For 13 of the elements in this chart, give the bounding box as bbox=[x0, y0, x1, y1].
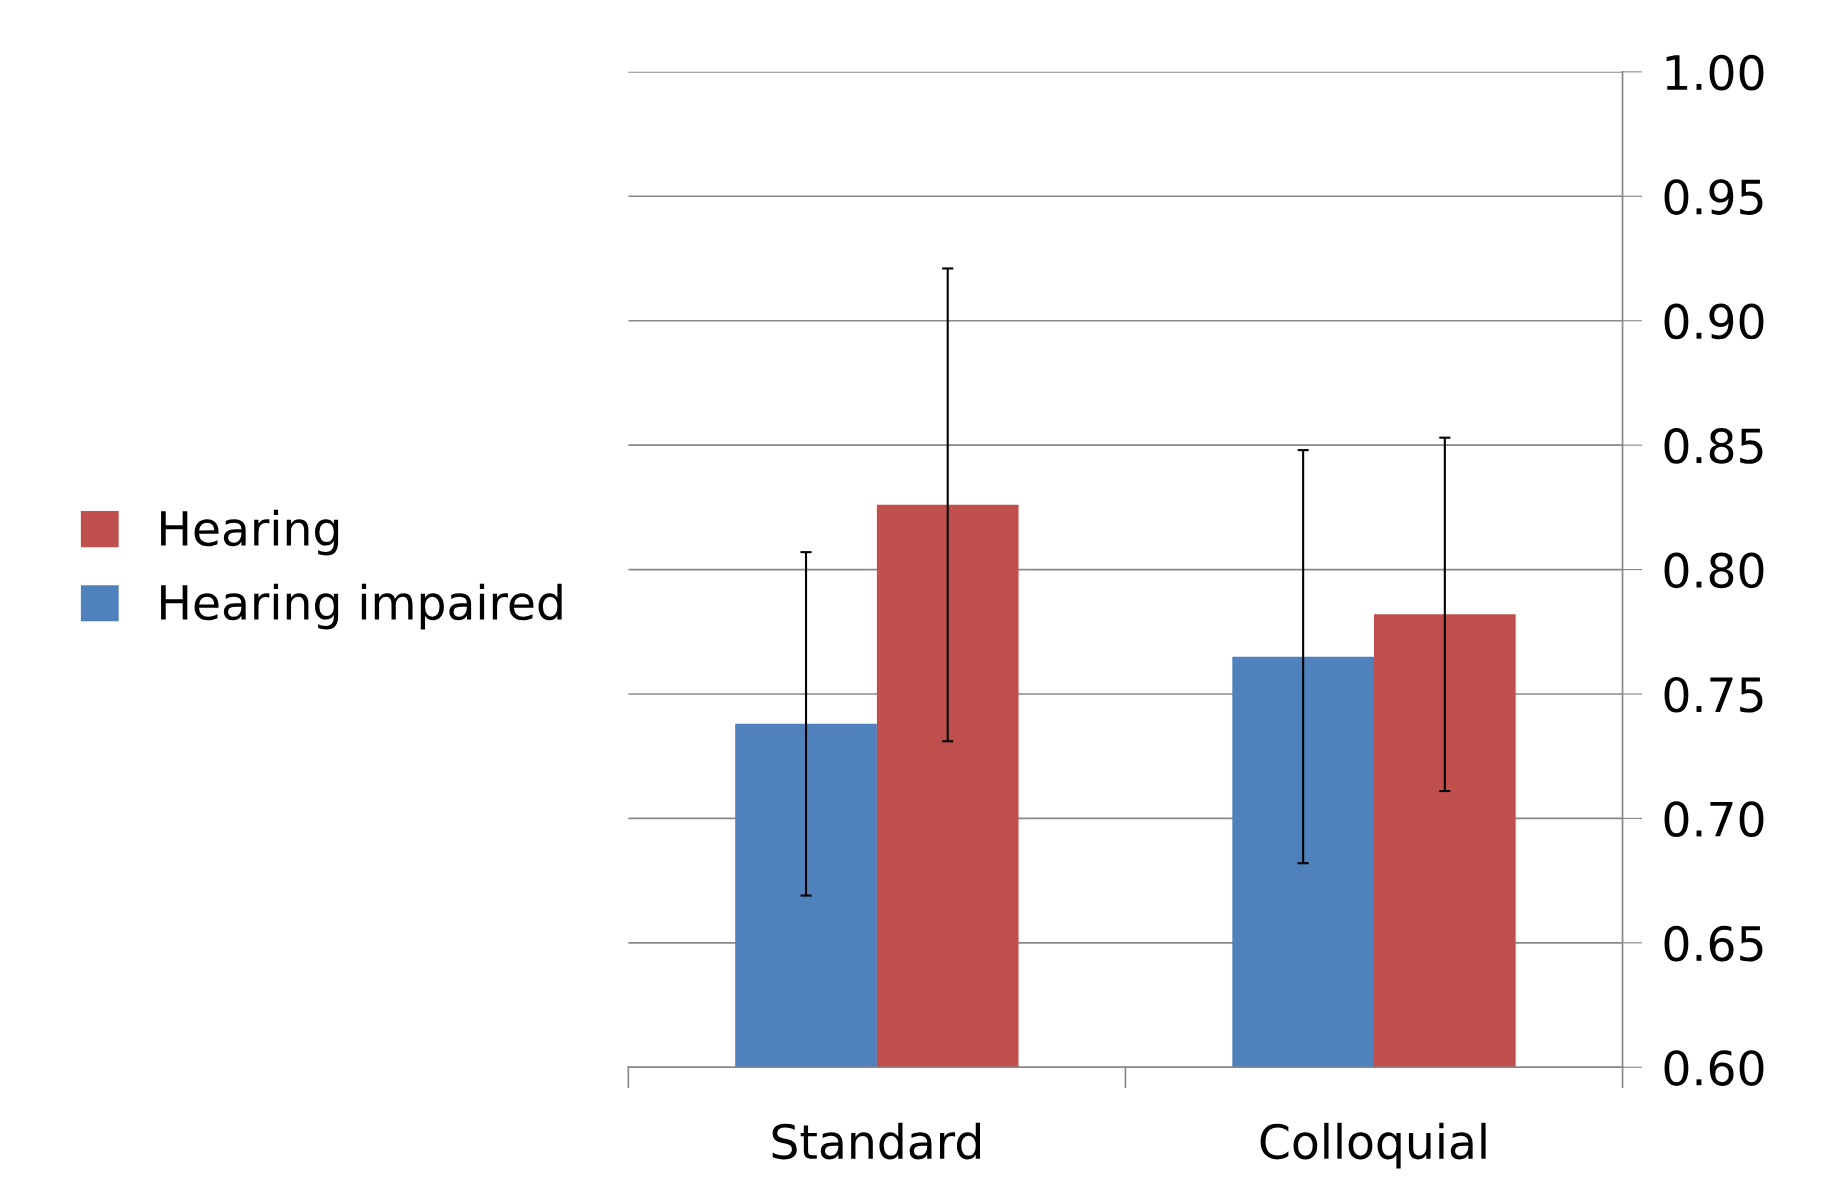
y-tick-label: 1.00 bbox=[1666, 54, 1764, 91]
legend-label: Hearing impaired bbox=[161, 583, 562, 630]
y-tick-label: 0.60 bbox=[1664, 1050, 1764, 1086]
legend-label: Hearing bbox=[161, 509, 339, 556]
y-tick-label: 0.75 bbox=[1664, 676, 1763, 713]
y-tick-label: 0.65 bbox=[1664, 925, 1763, 962]
y-tick-label: 0.85 bbox=[1664, 428, 1763, 464]
x-tick-label: Colloquial bbox=[1260, 1122, 1486, 1169]
y-tick-label: 0.90 bbox=[1664, 303, 1764, 340]
y-tick-label: 0.95 bbox=[1664, 179, 1763, 215]
x-tick-label: Standard bbox=[772, 1122, 980, 1160]
y-tick-label: 0.70 bbox=[1664, 801, 1764, 838]
y-tick-label: 0.80 bbox=[1664, 552, 1764, 589]
